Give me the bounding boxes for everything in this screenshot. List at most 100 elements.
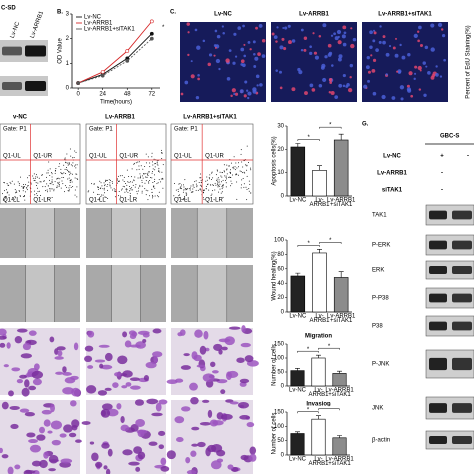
event [212, 190, 214, 192]
event [49, 168, 51, 170]
event [233, 156, 235, 158]
stained-cell [59, 433, 67, 438]
event [208, 177, 210, 179]
event [154, 187, 156, 189]
x-tick-label: Lv-ARRB1 [325, 388, 354, 394]
event [246, 175, 248, 177]
event [14, 196, 16, 198]
event [65, 167, 67, 169]
event [75, 173, 77, 175]
event [152, 164, 154, 166]
stained-cell [55, 371, 64, 375]
cell [213, 44, 217, 47]
event [121, 175, 123, 177]
protein-label: P-P38 [372, 296, 389, 302]
stained-cell [9, 405, 20, 410]
blot-band [452, 210, 472, 220]
event [68, 162, 70, 164]
event [106, 179, 108, 181]
event [146, 176, 148, 178]
event [203, 191, 205, 193]
cell [318, 35, 322, 38]
significance-bracket [297, 350, 319, 353]
stained-cell [11, 367, 21, 372]
cell [369, 30, 373, 35]
cell [349, 75, 352, 79]
event [221, 171, 223, 173]
cell [437, 22, 443, 28]
y-tick-label: 80 [277, 252, 284, 258]
event [118, 191, 120, 193]
cell [240, 59, 245, 64]
cell [435, 73, 439, 77]
cell [320, 66, 325, 70]
event [221, 186, 223, 188]
cell [291, 39, 296, 43]
event [46, 176, 48, 178]
event [229, 171, 231, 173]
gate-label: Gate: P1 [174, 127, 198, 133]
cell [218, 67, 221, 71]
stained-cell [97, 390, 108, 396]
event [109, 185, 111, 187]
event [205, 185, 207, 187]
point [125, 58, 130, 63]
cell [410, 94, 414, 98]
stained-cell [89, 441, 95, 445]
cell [314, 55, 319, 60]
event [148, 182, 150, 184]
cell [197, 77, 200, 81]
event [200, 177, 202, 179]
event [67, 164, 69, 166]
protein-label: β-actin [372, 438, 390, 444]
event [76, 178, 78, 180]
blot-band [429, 293, 447, 303]
stained-cell [107, 448, 113, 457]
stained-cell [158, 444, 165, 450]
event [104, 196, 106, 198]
stained-cell [47, 430, 53, 434]
event [212, 177, 214, 179]
event [140, 165, 142, 167]
event [151, 156, 153, 158]
cell [334, 95, 339, 99]
blot-band [2, 82, 22, 90]
event [42, 186, 44, 188]
event [28, 181, 30, 183]
event [67, 169, 69, 171]
bar [332, 373, 347, 387]
cell [443, 58, 446, 62]
event [114, 196, 116, 198]
cell [233, 93, 236, 96]
wound-gap [111, 265, 141, 322]
significance-bracket [297, 411, 319, 414]
event [72, 157, 74, 159]
cell [279, 45, 284, 50]
event [219, 188, 221, 190]
event [240, 187, 242, 189]
event [152, 168, 154, 170]
cell [252, 87, 257, 92]
row-header: Lv-ARRB1+siTAK1 [183, 115, 237, 121]
cell [239, 89, 244, 94]
event [46, 172, 48, 174]
stained-cell [28, 438, 39, 444]
point [149, 19, 154, 24]
stained-cell [137, 330, 150, 335]
stained-cell [146, 398, 159, 405]
event [53, 190, 55, 192]
event [68, 190, 70, 192]
x-tick-label: 0 [76, 92, 80, 98]
error-bar [295, 143, 301, 147]
quadrant-label: Q1-LR [205, 198, 223, 204]
event [236, 181, 238, 183]
x-tick-label: Lv-ARRB1 [327, 314, 356, 320]
cell [187, 31, 190, 34]
event [104, 184, 106, 186]
event [185, 192, 187, 194]
event [192, 185, 194, 187]
event [152, 182, 154, 184]
event [15, 197, 17, 199]
event [70, 155, 72, 157]
fluorescence-image [180, 22, 266, 102]
